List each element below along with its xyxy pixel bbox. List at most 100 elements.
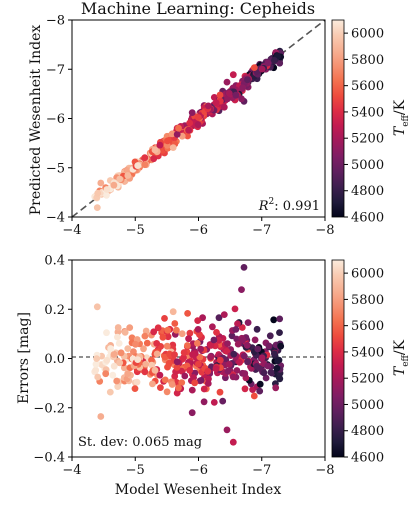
data-point bbox=[133, 378, 141, 386]
bottom-points bbox=[91, 264, 285, 446]
data-point bbox=[234, 320, 241, 328]
data-point bbox=[103, 329, 110, 337]
data-point bbox=[142, 360, 150, 368]
data-point bbox=[238, 286, 245, 293]
data-point bbox=[256, 387, 264, 395]
data-point bbox=[134, 162, 142, 170]
data-point bbox=[114, 324, 122, 331]
data-point bbox=[156, 371, 164, 379]
y-tick-label: −4 bbox=[46, 211, 65, 226]
bottom-y-axis-label: Errors [mag] bbox=[16, 312, 32, 404]
x-tick-label: −6 bbox=[189, 463, 208, 478]
data-point bbox=[262, 374, 270, 382]
data-point bbox=[116, 175, 124, 183]
data-point bbox=[244, 319, 252, 326]
data-point bbox=[276, 375, 284, 383]
data-point bbox=[163, 342, 171, 350]
y-tick-label: −7 bbox=[46, 63, 65, 78]
data-point bbox=[168, 130, 176, 138]
data-point bbox=[128, 334, 136, 342]
data-point bbox=[196, 331, 203, 338]
data-point bbox=[153, 350, 161, 358]
data-point bbox=[124, 370, 132, 377]
colorbar-tick-label: 4600 bbox=[351, 451, 384, 466]
data-point bbox=[110, 351, 118, 358]
x-tick-label: −4 bbox=[62, 223, 81, 238]
data-point bbox=[215, 336, 223, 344]
data-point bbox=[229, 71, 237, 79]
data-point bbox=[124, 167, 132, 175]
bottom-colorbar-ticks: 4600 4800 5000 5200 5400 5600 5800 6000 bbox=[344, 267, 384, 466]
data-point bbox=[220, 311, 228, 318]
data-point bbox=[224, 95, 231, 103]
data-point bbox=[150, 328, 158, 336]
data-point bbox=[207, 342, 215, 349]
data-point bbox=[239, 84, 247, 92]
data-point bbox=[178, 367, 186, 375]
x-tick-label: −7 bbox=[252, 463, 271, 478]
data-point bbox=[223, 426, 231, 434]
data-point bbox=[93, 204, 101, 212]
data-point bbox=[190, 374, 198, 381]
data-point bbox=[115, 340, 123, 347]
data-point bbox=[164, 137, 171, 145]
data-point bbox=[195, 360, 202, 368]
top-y-axis-label: Predicted Wesenheit Index bbox=[28, 25, 44, 216]
top-colorbar-gradient bbox=[331, 19, 345, 218]
colorbar-tick-label: 5800 bbox=[351, 53, 384, 68]
data-point bbox=[92, 366, 100, 374]
data-point bbox=[131, 385, 139, 392]
data-point bbox=[229, 438, 237, 446]
top-colorbar-ticks: 4600 4800 5000 5200 5400 5600 5800 6000 bbox=[344, 27, 384, 226]
data-point bbox=[238, 324, 246, 331]
data-point bbox=[166, 350, 174, 358]
data-point bbox=[173, 326, 180, 334]
data-point bbox=[270, 316, 278, 324]
colorbar-tick-label: 5200 bbox=[351, 372, 384, 387]
data-point bbox=[180, 354, 187, 362]
data-point bbox=[141, 161, 149, 169]
data-point bbox=[244, 358, 251, 366]
data-point bbox=[132, 340, 139, 348]
data-point bbox=[223, 78, 231, 86]
top-colorbar-label: Teff/K bbox=[392, 99, 411, 136]
data-point bbox=[277, 342, 285, 350]
data-point bbox=[241, 370, 249, 377]
data-point bbox=[225, 360, 233, 368]
colorbar-tick-label: 5400 bbox=[351, 105, 384, 120]
data-point bbox=[141, 368, 149, 376]
data-point bbox=[93, 355, 101, 362]
data-point bbox=[103, 191, 110, 199]
data-point bbox=[175, 384, 182, 392]
data-point bbox=[196, 353, 204, 361]
data-point bbox=[142, 327, 150, 335]
data-point bbox=[102, 370, 110, 378]
bottom-colorbar-label: Teff/K bbox=[392, 339, 411, 376]
data-point bbox=[188, 386, 196, 394]
data-point bbox=[191, 379, 199, 387]
data-point bbox=[219, 397, 227, 405]
r2-annotation: R2: 0.991 bbox=[258, 197, 320, 214]
data-point bbox=[210, 94, 218, 101]
data-point bbox=[225, 90, 233, 97]
data-point bbox=[276, 315, 284, 323]
data-point bbox=[256, 380, 264, 388]
data-point bbox=[209, 323, 216, 331]
data-point bbox=[94, 373, 102, 381]
top-yticks: −4 −5 −6 −7 −8 bbox=[46, 14, 72, 226]
data-point bbox=[173, 358, 181, 366]
bottom-xticks: −4 −5 −6 −7 −8 bbox=[62, 457, 335, 478]
data-point bbox=[186, 119, 194, 127]
data-point bbox=[186, 367, 194, 374]
data-point bbox=[212, 365, 220, 373]
data-point bbox=[233, 335, 241, 343]
bottom-colorbar-gradient bbox=[331, 259, 345, 458]
data-point bbox=[185, 126, 193, 134]
data-point bbox=[258, 354, 266, 362]
data-point bbox=[157, 384, 164, 391]
data-point bbox=[151, 366, 159, 374]
data-point bbox=[178, 330, 186, 338]
bottom-yticks: −0.4 −0.2 0.0 0.2 0.4 bbox=[33, 254, 72, 466]
data-point bbox=[180, 349, 188, 356]
